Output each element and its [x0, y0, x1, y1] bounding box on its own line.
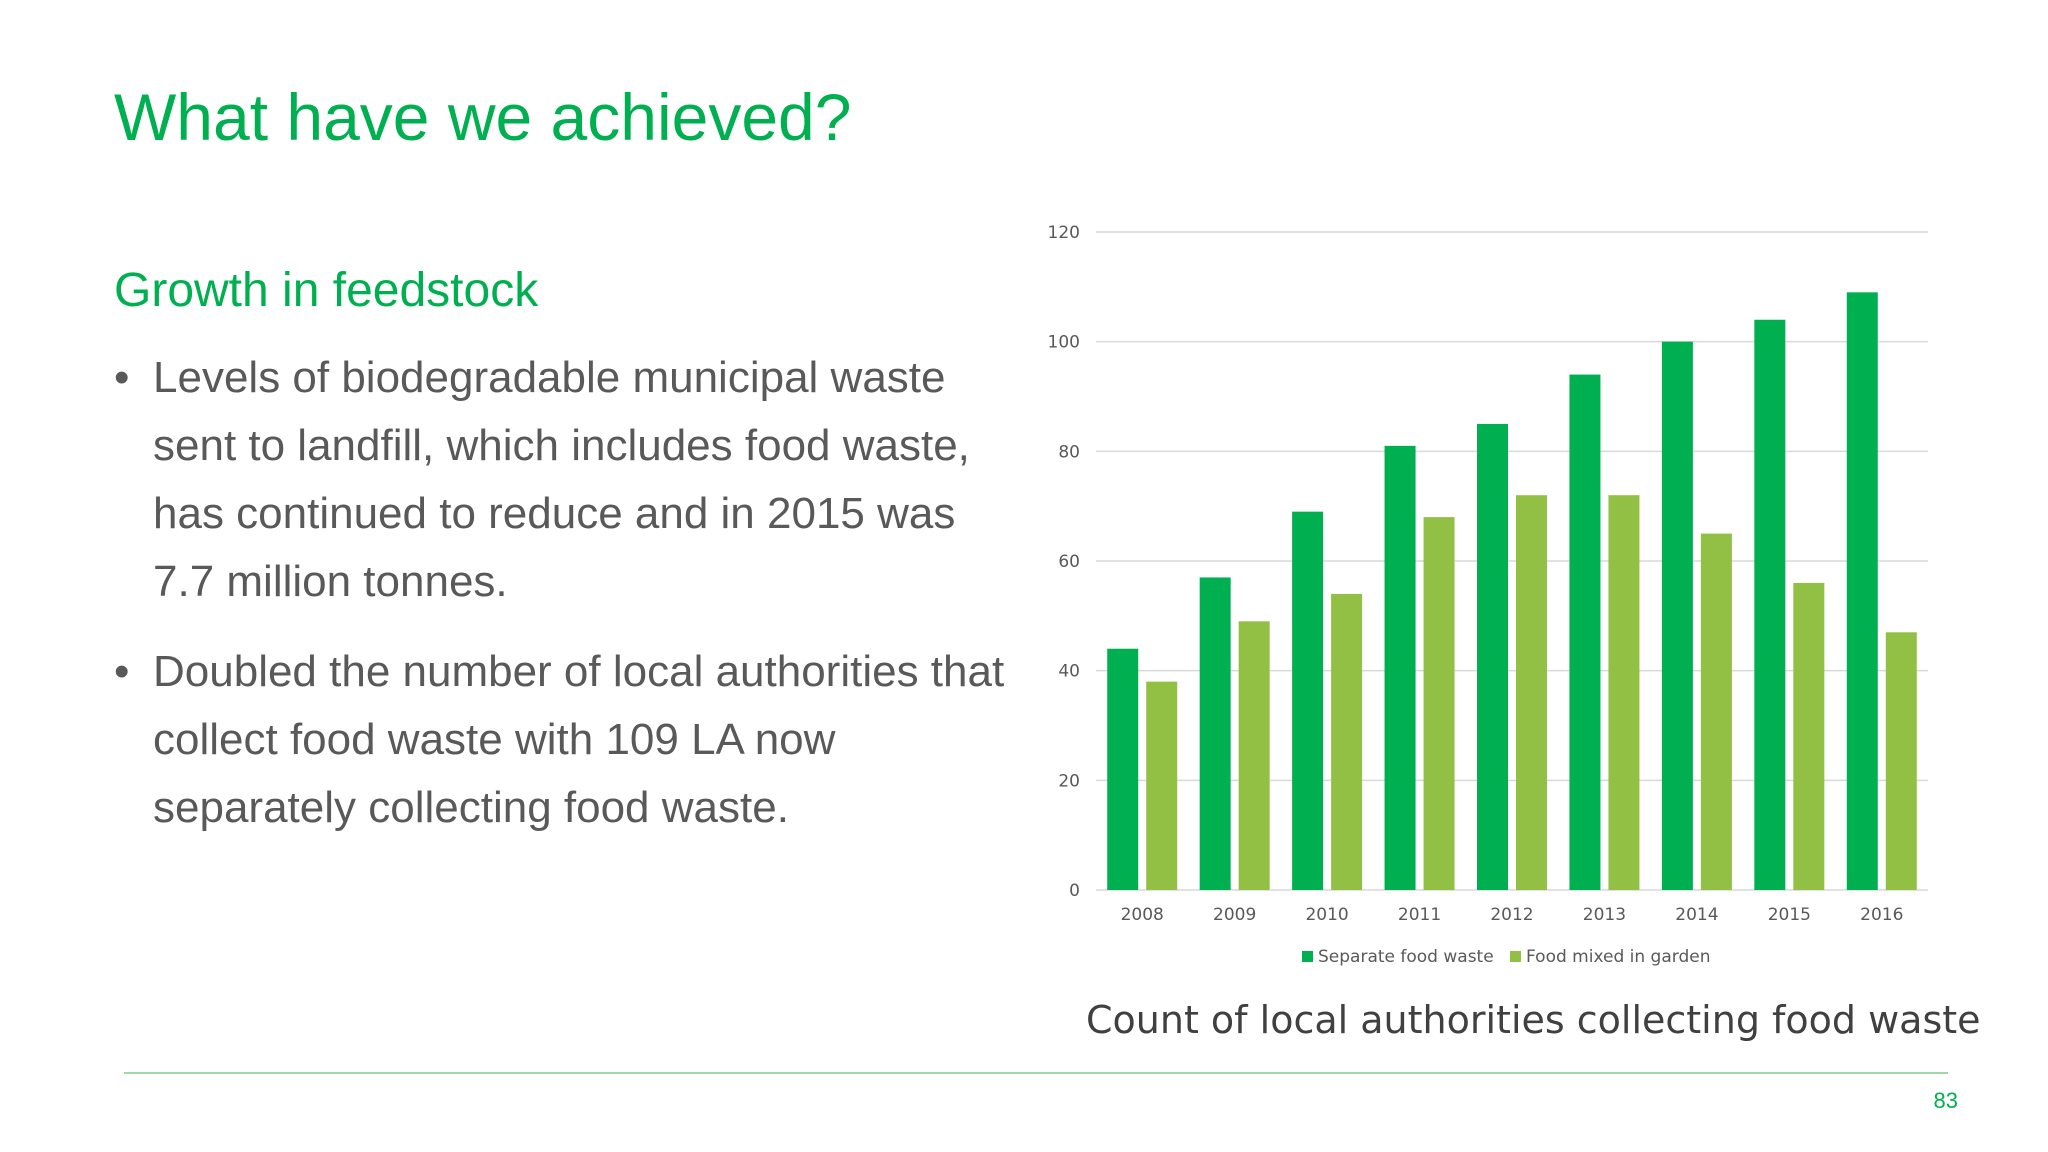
footer-divider: [124, 1072, 1948, 1074]
slide-title: What have we achieved?: [114, 80, 852, 154]
chart-caption: Count of local authorities collecting fo…: [1086, 998, 1981, 1042]
legend-label-food-mixed-in-garden: Food mixed in garden: [1526, 947, 1710, 967]
x-tick-label: 2008: [1121, 905, 1164, 925]
bar-food-mixed-in-garden: [1146, 681, 1178, 890]
x-tick-label: 2016: [1860, 905, 1903, 925]
bullet-dot: •: [114, 647, 130, 696]
y-tick-label: 20: [1058, 771, 1080, 791]
x-tick-label: 2014: [1675, 905, 1718, 925]
bar-food-mixed-in-garden: [1885, 632, 1917, 890]
x-tick-label: 2015: [1768, 905, 1811, 925]
y-tick-label: 120: [1048, 223, 1080, 243]
bar-separate-food-waste: [1107, 648, 1139, 890]
y-tick-label: 100: [1048, 333, 1080, 353]
bar-food-mixed-in-garden: [1423, 517, 1455, 890]
x-tick-label: 2011: [1398, 905, 1441, 925]
bar-separate-food-waste: [1384, 445, 1416, 890]
bar-separate-food-waste: [1199, 577, 1231, 890]
y-tick-label: 40: [1058, 662, 1080, 682]
legend-label-separate-food-waste: Separate food waste: [1318, 947, 1494, 967]
bar-food-mixed-in-garden: [1238, 621, 1270, 890]
y-tick-label: 60: [1058, 552, 1080, 572]
bar-food-mixed-in-garden: [1700, 533, 1732, 890]
legend-swatch-separate-food-waste: [1302, 951, 1313, 962]
bullet-dot: •: [114, 353, 130, 402]
x-tick-label: 2010: [1305, 905, 1348, 925]
bar-food-mixed-in-garden: [1516, 495, 1547, 890]
bullet-text: Doubled the number of local authorities …: [153, 647, 1005, 832]
bullet-item: • Levels of biodegradable municipal wast…: [114, 344, 1014, 616]
bar-food-mixed-in-garden: [1608, 495, 1640, 890]
bar-separate-food-waste: [1846, 292, 1878, 890]
y-tick-label: 0: [1069, 881, 1080, 901]
x-tick-label: 2013: [1583, 905, 1626, 925]
bar-separate-food-waste: [1754, 319, 1786, 890]
bar-separate-food-waste: [1477, 423, 1508, 890]
bar-separate-food-waste: [1292, 511, 1324, 890]
section-subheading: Growth in feedstock: [114, 264, 539, 317]
x-tick-label: 2012: [1490, 905, 1533, 925]
bar-food-mixed-in-garden: [1331, 593, 1363, 890]
page-number: 83: [1933, 1088, 1958, 1113]
legend-swatch-food-mixed-in-garden: [1510, 951, 1521, 962]
bar-separate-food-waste: [1661, 341, 1693, 890]
bar-food-mixed-in-garden: [1793, 582, 1825, 890]
x-tick-label: 2009: [1213, 905, 1256, 925]
bar-chart: 0 20 40 60 80 100 120 2008 2009 2010 2011 2012 2013 2…: [1048, 223, 1928, 967]
y-tick-label: 80: [1058, 442, 1080, 462]
bullet-text: Levels of biodegradable municipal waste …: [153, 353, 970, 606]
bullet-item: • Doubled the number of local authoritie…: [114, 638, 1014, 842]
bar-separate-food-waste: [1569, 374, 1601, 890]
